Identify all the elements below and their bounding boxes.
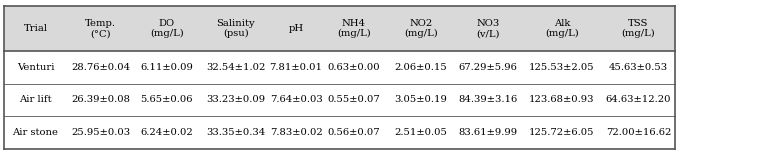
Text: 7.64±0.03: 7.64±0.03 [270,95,322,104]
Text: TSS
(mg/L): TSS (mg/L) [621,19,656,38]
Bar [134,116,199,149]
Text: 25.95±0.03: 25.95±0.03 [71,128,131,137]
Bar [455,116,522,149]
Text: 0.56±0.07: 0.56±0.07 [328,128,380,137]
Text: Air lift: Air lift [19,95,52,104]
Text: Trial: Trial [24,24,47,33]
Text: NO2
(mg/L): NO2 (mg/L) [404,19,438,38]
Text: 125.72±6.05: 125.72±6.05 [529,128,594,137]
Bar [387,6,455,51]
Text: 83.61±9.99: 83.61±9.99 [458,128,518,137]
Bar [455,6,522,51]
Bar [522,84,602,116]
Bar [199,84,272,116]
Text: Temp.
(°C): Temp. (°C) [86,19,116,38]
Text: 2.51±0.05: 2.51±0.05 [394,128,448,137]
Text: 67.29±5.96: 67.29±5.96 [458,63,518,72]
Bar [522,51,602,84]
Bar [4,6,67,51]
Text: 72.00±16.62: 72.00±16.62 [606,128,671,137]
Text: 7.83±0.02: 7.83±0.02 [270,128,322,137]
Text: 33.35±0.34: 33.35±0.34 [206,128,265,137]
Bar [320,116,387,149]
Bar [602,84,675,116]
Bar [455,84,522,116]
Bar [199,116,272,149]
Bar [320,84,387,116]
Text: 64.63±12.20: 64.63±12.20 [606,95,671,104]
Bar [602,116,675,149]
Text: Alk
(mg/L): Alk (mg/L) [545,19,579,38]
Bar [272,116,320,149]
Text: 6.11±0.09: 6.11±0.09 [141,63,193,72]
Text: 5.65±0.06: 5.65±0.06 [141,95,193,104]
Bar [134,84,199,116]
Text: Salinity
(psu): Salinity (psu) [216,19,255,38]
Text: 7.81±0.01: 7.81±0.01 [270,63,322,72]
Bar [387,51,455,84]
Text: 84.39±3.16: 84.39±3.16 [458,95,518,104]
Text: pH: pH [289,24,303,33]
Bar [67,116,134,149]
Text: 45.63±0.53: 45.63±0.53 [609,63,668,72]
Text: 0.63±0.00: 0.63±0.00 [328,63,380,72]
Bar [387,84,455,116]
Text: DO
(mg/L): DO (mg/L) [150,19,184,38]
Bar [320,6,387,51]
Bar [602,51,675,84]
Bar [272,6,320,51]
Bar [4,116,67,149]
Bar [67,84,134,116]
Bar [67,6,134,51]
Text: NH4
(mg/L): NH4 (mg/L) [337,19,371,38]
Text: 125.53±2.05: 125.53±2.05 [529,63,594,72]
Bar [199,51,272,84]
Bar [199,6,272,51]
Text: 6.24±0.02: 6.24±0.02 [141,128,193,137]
Bar [134,51,199,84]
Text: 3.05±0.19: 3.05±0.19 [394,95,448,104]
Text: Venturi: Venturi [17,63,54,72]
Text: Air stone: Air stone [12,128,59,137]
Bar [272,84,320,116]
Text: 123.68±0.93: 123.68±0.93 [529,95,594,104]
Text: 32.54±1.02: 32.54±1.02 [206,63,265,72]
Text: 28.76±0.04: 28.76±0.04 [71,63,131,72]
Bar [67,51,134,84]
Bar [272,51,320,84]
Text: 26.39±0.08: 26.39±0.08 [71,95,131,104]
Bar [522,6,602,51]
Text: NO3
(v/L): NO3 (v/L) [477,19,500,38]
Text: 2.06±0.15: 2.06±0.15 [394,63,448,72]
Bar [522,116,602,149]
Bar [455,51,522,84]
Bar [320,51,387,84]
Bar [4,84,67,116]
Text: 0.55±0.07: 0.55±0.07 [327,95,380,104]
Text: 33.23±0.09: 33.23±0.09 [206,95,265,104]
Bar [387,116,455,149]
Bar [134,6,199,51]
Bar [4,51,67,84]
Bar [602,6,675,51]
